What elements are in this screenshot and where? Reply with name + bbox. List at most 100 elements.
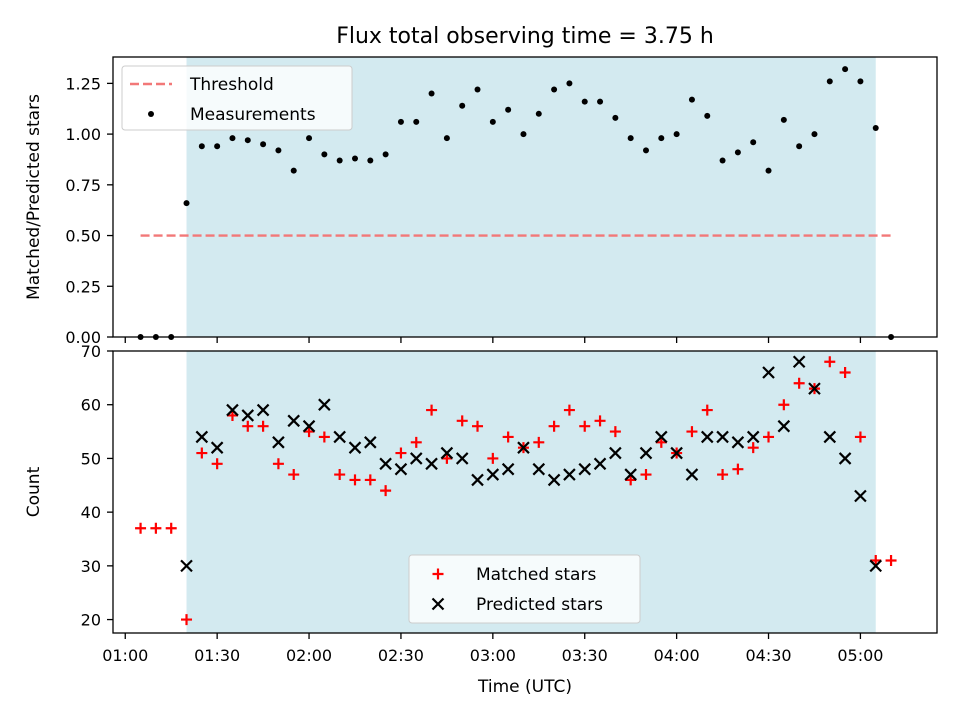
y-tick-label: 1.25	[65, 74, 101, 93]
legend-threshold-label: Threshold	[189, 75, 274, 95]
predicted-star-point	[854, 489, 867, 503]
measurement-point	[566, 80, 573, 87]
matched-star-point	[747, 442, 759, 454]
matched-star-point	[395, 447, 407, 459]
predicted-star-point	[195, 430, 209, 444]
matched-star-point	[640, 469, 652, 481]
predicted-star-point	[563, 468, 576, 481]
y-tick-label: 0.75	[65, 176, 101, 195]
legend-box	[408, 554, 641, 624]
matched-star-point	[502, 431, 514, 443]
predicted-star-point	[241, 409, 255, 422]
x-tick-label: 01:00	[102, 646, 148, 665]
matched-star-point	[701, 404, 713, 416]
predicted-star-point	[440, 446, 454, 460]
predicted-star-point	[731, 436, 745, 449]
matched-star-point	[487, 452, 499, 464]
measurement-point	[505, 106, 512, 113]
measurement-point	[260, 141, 267, 148]
predicted-star-point	[532, 462, 546, 476]
predicted-star-point	[180, 559, 193, 573]
matched-star-point	[548, 420, 560, 432]
measurement-point	[673, 131, 680, 138]
matched-star-point	[150, 522, 162, 534]
predicted-star-point	[409, 452, 423, 465]
y-tick-label: 0.50	[65, 227, 101, 246]
measurement-point	[336, 157, 343, 164]
predicted-star-point	[547, 473, 561, 487]
x-tick-label: 04:30	[745, 646, 791, 665]
matched-star-point	[839, 366, 851, 378]
predicted-star-point	[777, 419, 791, 433]
matched-star-point	[257, 420, 269, 432]
x-axis-label: Time (UTC)	[477, 677, 572, 697]
axes-frame	[112, 56, 938, 338]
y-axis-label: Matched/Predicted stars	[24, 94, 44, 300]
x-tick-label: 05:00	[837, 646, 883, 665]
matched-star-point	[456, 415, 468, 427]
legend-top: Threshold Measurements	[121, 65, 353, 131]
matched-star-point	[349, 474, 361, 486]
measurement-point	[367, 157, 374, 164]
measurement-point	[597, 98, 604, 105]
predicted-star-point	[394, 462, 408, 476]
matched-star-point	[655, 436, 667, 448]
matched-star-point	[165, 522, 177, 534]
measurement-point	[826, 78, 833, 85]
y-tick-label: 1.00	[65, 125, 101, 144]
predicted-star-point	[256, 403, 270, 417]
legend-measurement-swatch	[148, 111, 154, 117]
measurement-point	[780, 116, 787, 123]
predicted-star-point	[609, 446, 622, 460]
predicted-star-point	[716, 430, 729, 444]
y-tick-label: 20	[81, 611, 101, 630]
measurement-point	[765, 167, 772, 174]
measurement-point	[214, 143, 221, 150]
legend-measurement-label: Measurements	[190, 105, 316, 125]
y-tick-label: 40	[81, 503, 101, 522]
matched-star-point	[226, 409, 238, 421]
measurement-point	[306, 135, 313, 142]
x-tick-label: 03:00	[470, 646, 516, 665]
y-tick-label: 70	[81, 342, 101, 361]
predicted-star-point	[685, 468, 699, 481]
measurement-point	[581, 98, 588, 105]
matched-star-point	[870, 554, 882, 566]
measurement-point	[658, 135, 665, 142]
predicted-star-point	[593, 457, 607, 471]
predicted-star-point	[808, 382, 821, 395]
measurement-point	[459, 102, 466, 109]
matched-star-point	[334, 469, 346, 481]
measurement-point	[535, 110, 542, 117]
predicted-star-point	[670, 446, 683, 460]
legend-predicted-label: Predicted stars	[476, 595, 603, 615]
measurement-point	[734, 149, 741, 156]
measurement-point	[719, 157, 726, 164]
measurement-point	[842, 66, 849, 73]
y-tick-label: 50	[81, 449, 101, 468]
measurement-point	[857, 78, 864, 85]
legend-matched-swatch	[432, 568, 444, 580]
x-tick-label: 04:00	[654, 646, 700, 665]
predicted-star-point	[486, 468, 500, 481]
bottom-panel: 01:00 01:30 02:00 02:30 03:00 03:30 04:00 04:30…	[24, 342, 938, 697]
measurement-point	[321, 151, 328, 158]
measurement-point	[275, 147, 282, 154]
matched-star-point	[364, 474, 376, 486]
x-tick-label: 03:30	[562, 646, 608, 665]
measurement-point	[428, 90, 435, 97]
matched-star-point	[793, 377, 805, 389]
matched-star-point	[196, 447, 208, 459]
matched-star-point	[885, 554, 897, 566]
y-tick-label: 30	[81, 557, 101, 576]
matched-star-point	[854, 431, 866, 443]
top-panel: 0.00 0.25 0.50 0.75 1.00 1.25 Matched/Predicte…	[24, 56, 938, 347]
matched-star-point	[717, 469, 729, 481]
measurement-point	[413, 118, 420, 125]
predicted-star-point	[838, 452, 852, 465]
y-tick-label: 60	[81, 396, 101, 415]
chart-title: Flux total observing time = 3.75 h	[336, 24, 714, 49]
predicted-star-point	[792, 355, 806, 369]
predicted-star-point	[318, 398, 331, 411]
